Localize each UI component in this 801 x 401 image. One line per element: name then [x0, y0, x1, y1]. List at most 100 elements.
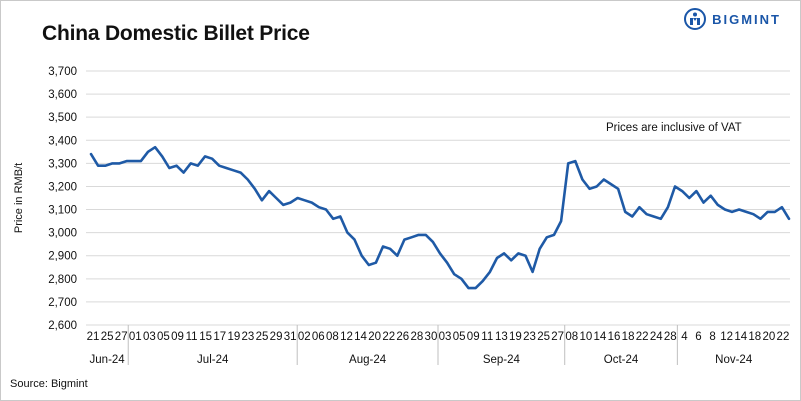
price-point [253, 187, 256, 190]
price-point [303, 199, 306, 202]
x-tick-label: 09 [467, 331, 480, 343]
x-tick-label: 15 [199, 331, 212, 343]
price-point [553, 234, 555, 236]
x-tick-label: 28 [410, 331, 423, 343]
price-point [674, 185, 676, 188]
source-note: Source: Bigmint [10, 378, 88, 390]
x-tick-label: 29 [270, 331, 283, 343]
x-tick-label: 22 [777, 331, 790, 343]
price-point [382, 245, 384, 248]
price-point [524, 254, 527, 257]
price-point [353, 238, 356, 241]
price-point [602, 178, 605, 181]
x-tick-label: 27 [551, 331, 564, 343]
price-point [652, 215, 655, 218]
price-point [332, 217, 335, 220]
x-tick-label: 01 [129, 331, 142, 343]
x-tick-label: 25 [256, 331, 269, 343]
month-label: Jul-24 [197, 354, 229, 366]
price-point [246, 178, 249, 181]
x-tick-label: 05 [157, 331, 170, 343]
price-point [667, 206, 669, 209]
x-tick-label: 8 [709, 331, 715, 343]
price-point [617, 187, 619, 190]
price-point [232, 169, 235, 172]
month-label: Jun-24 [90, 354, 126, 366]
price-point [360, 254, 363, 257]
x-tick-label: 02 [298, 331, 311, 343]
price-point [410, 236, 413, 239]
price-point [773, 211, 776, 213]
price-point [610, 183, 612, 186]
price-point [446, 261, 448, 264]
price-point [275, 197, 278, 199]
x-tick-label: 26 [396, 331, 409, 343]
x-tick-label: 18 [748, 331, 761, 343]
price-point [182, 171, 185, 174]
price-point [132, 160, 135, 163]
month-label: Aug-24 [349, 354, 387, 366]
y-tick-label: 3,400 [48, 135, 77, 147]
x-tick-label: 12 [720, 331, 733, 343]
x-tick-label: 19 [509, 331, 522, 343]
y-tick-label: 3,200 [48, 181, 77, 193]
price-point [346, 231, 349, 234]
bigmint-logo-icon [684, 8, 707, 30]
price-point [752, 213, 755, 216]
price-point [125, 160, 128, 163]
x-tick-label: 12 [340, 331, 353, 343]
brand-name: BIGMINT [712, 11, 781, 27]
price-point [367, 264, 370, 266]
x-tick-label: 17 [213, 331, 226, 343]
month-label: Nov-24 [715, 354, 753, 366]
y-tick-label: 3,000 [48, 228, 77, 240]
price-point [225, 167, 228, 169]
price-point [453, 273, 456, 276]
x-tick-label: 30 [425, 331, 438, 343]
price-point [638, 206, 641, 209]
price-point [645, 213, 648, 216]
vat-annotation: Prices are inclusive of VAT [606, 122, 742, 134]
x-tick-label: 05 [453, 331, 466, 343]
price-point [503, 252, 505, 255]
x-tick-label: 28 [664, 331, 677, 343]
price-point [595, 185, 598, 188]
x-tick-label: 27 [115, 331, 128, 343]
y-tick-label: 3,700 [48, 66, 77, 78]
x-tick-label: 22 [636, 331, 649, 343]
x-tick-label: 14 [594, 331, 607, 343]
y-tick-label: 2,800 [48, 274, 77, 286]
x-tick-label: 19 [227, 331, 240, 343]
price-point [118, 162, 121, 165]
price-line [89, 145, 791, 290]
price-point [439, 252, 441, 255]
x-tick-label: 6 [695, 331, 701, 343]
x-tick-label: 25 [101, 331, 114, 343]
x-tick-label: 31 [284, 331, 297, 343]
price-point [417, 234, 420, 236]
price-point [659, 217, 662, 220]
price-point [510, 259, 513, 262]
price-point [282, 204, 285, 206]
price-point [788, 217, 790, 220]
price-point [759, 217, 762, 220]
price-point [296, 197, 299, 199]
price-point [111, 162, 114, 165]
price-point [631, 215, 634, 218]
price-point [268, 190, 270, 193]
price-point [147, 150, 149, 153]
x-tick-label: 25 [537, 331, 550, 343]
price-point [239, 171, 242, 174]
y-tick-label: 3,300 [48, 158, 77, 170]
x-tick-label: 06 [312, 331, 325, 343]
price-point [624, 211, 627, 213]
x-tick-label: 08 [326, 331, 339, 343]
price-point [745, 211, 748, 213]
chart-title: China Domestic Billet Price [42, 22, 310, 45]
price-point [175, 164, 178, 167]
price-point [681, 190, 684, 193]
x-tick-label: 16 [608, 331, 621, 343]
price-point [460, 277, 463, 280]
y-tick-label: 2,900 [48, 251, 77, 263]
